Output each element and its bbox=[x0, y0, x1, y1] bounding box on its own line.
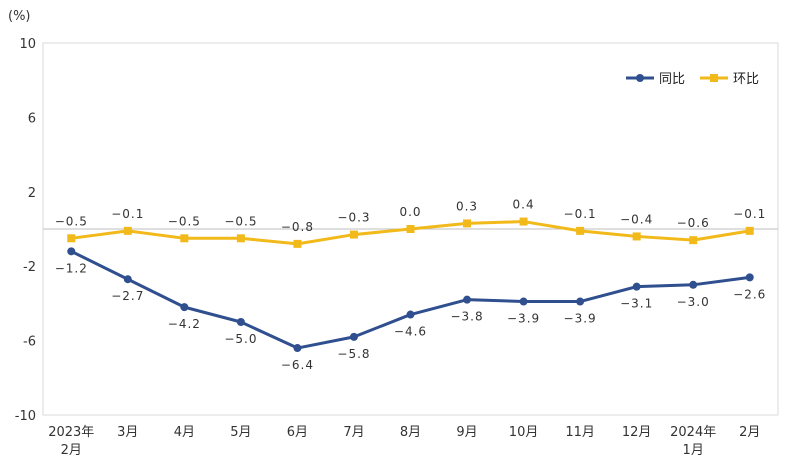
data-point bbox=[632, 232, 641, 241]
data-point bbox=[349, 230, 358, 239]
y-tick-label: 6 bbox=[28, 111, 36, 126]
data-point bbox=[576, 297, 585, 306]
data-label: −4.2 bbox=[168, 317, 201, 331]
data-point bbox=[123, 226, 132, 235]
data-label: −0.6 bbox=[677, 216, 710, 230]
data-label: −0.5 bbox=[55, 214, 88, 228]
x-tick-label: 2024年 1月 bbox=[670, 425, 716, 458]
data-label: −0.1 bbox=[564, 207, 597, 221]
data-label: −3.8 bbox=[450, 310, 483, 324]
legend-marker bbox=[636, 74, 644, 82]
x-tick-label: 8月 bbox=[400, 425, 421, 440]
y-tick-label: -10 bbox=[15, 409, 36, 424]
data-point bbox=[519, 297, 528, 306]
y-tick-label: -6 bbox=[23, 335, 36, 350]
data-point bbox=[180, 234, 189, 243]
data-point bbox=[406, 225, 415, 233]
series-layer: −1.2 −2.7 −4.2 −5.0 −6.4 −5.8 −4.6 −3.8 −3.9 −3.9… bbox=[55, 198, 766, 372]
x-tick-label: 5月 bbox=[230, 425, 251, 440]
y-axis-ticks: 10 6 2 -2 -6 -10 bbox=[15, 37, 36, 424]
data-point bbox=[67, 247, 76, 256]
legend-label: 环比 bbox=[733, 72, 759, 87]
data-label: −0.1 bbox=[111, 207, 144, 221]
data-point bbox=[576, 226, 585, 235]
x-tick-label: 3月 bbox=[117, 425, 138, 440]
data-label: −0.8 bbox=[281, 220, 314, 234]
legend: 同比 环比 bbox=[626, 72, 759, 87]
x-tick-label: 7月 bbox=[343, 425, 364, 440]
data-point bbox=[463, 295, 472, 304]
data-point bbox=[689, 236, 698, 245]
data-label: −0.4 bbox=[620, 212, 653, 226]
data-label: −0.5 bbox=[168, 214, 201, 228]
data-label: −2.6 bbox=[733, 287, 766, 301]
data-point bbox=[123, 275, 132, 284]
data-point bbox=[236, 234, 245, 243]
data-label: −5.0 bbox=[224, 332, 257, 346]
data-point bbox=[349, 332, 358, 341]
x-tick-label: 6月 bbox=[287, 425, 308, 440]
data-label: −0.1 bbox=[733, 207, 766, 221]
data-point bbox=[293, 239, 302, 248]
data-point bbox=[632, 282, 641, 291]
data-point bbox=[406, 310, 415, 319]
data-label: −0.5 bbox=[224, 214, 257, 228]
y-tick-label: -2 bbox=[23, 260, 36, 275]
data-label: −5.8 bbox=[337, 347, 370, 361]
x-tick-label: 9月 bbox=[456, 425, 477, 440]
data-point bbox=[180, 303, 189, 312]
data-label: 0.4 bbox=[513, 198, 535, 212]
data-point bbox=[745, 226, 754, 235]
data-label: −3.9 bbox=[507, 312, 540, 326]
data-point bbox=[689, 280, 698, 289]
data-label: −2.7 bbox=[111, 289, 144, 303]
data-point bbox=[745, 273, 754, 282]
data-label: 0.0 bbox=[399, 205, 421, 219]
data-label: −4.6 bbox=[394, 325, 427, 339]
y-tick-label: 10 bbox=[19, 37, 36, 52]
x-tick-label: 2023年 2月 bbox=[48, 425, 94, 458]
data-label: −1.2 bbox=[55, 261, 88, 275]
data-label: 0.3 bbox=[456, 199, 478, 213]
data-label: −0.3 bbox=[337, 211, 370, 225]
data-label: −3.0 bbox=[677, 295, 710, 309]
x-axis-ticks: 2023年 2月 3月 4月 5月 6月 7月 8月 9月 10月 11月 12月 2024年 1月 2月 bbox=[48, 425, 760, 458]
data-label: −3.1 bbox=[620, 297, 653, 311]
x-tick-label: 10月 bbox=[509, 425, 539, 440]
data-point bbox=[236, 318, 245, 326]
legend-label: 同比 bbox=[659, 72, 685, 87]
x-tick-label: 12月 bbox=[622, 425, 652, 440]
data-point bbox=[463, 219, 472, 228]
x-tick-label: 11月 bbox=[565, 425, 595, 440]
x-tick-label: 4月 bbox=[174, 425, 195, 440]
data-point bbox=[293, 344, 302, 353]
y-unit-label: (%) bbox=[8, 9, 31, 24]
data-point bbox=[519, 217, 528, 226]
x-tick-label: 2月 bbox=[739, 425, 760, 440]
data-point bbox=[67, 234, 76, 243]
data-label: −3.9 bbox=[564, 312, 597, 326]
legend-marker bbox=[710, 74, 718, 82]
data-label: −6.4 bbox=[281, 358, 314, 372]
y-tick-label: 2 bbox=[28, 186, 36, 201]
